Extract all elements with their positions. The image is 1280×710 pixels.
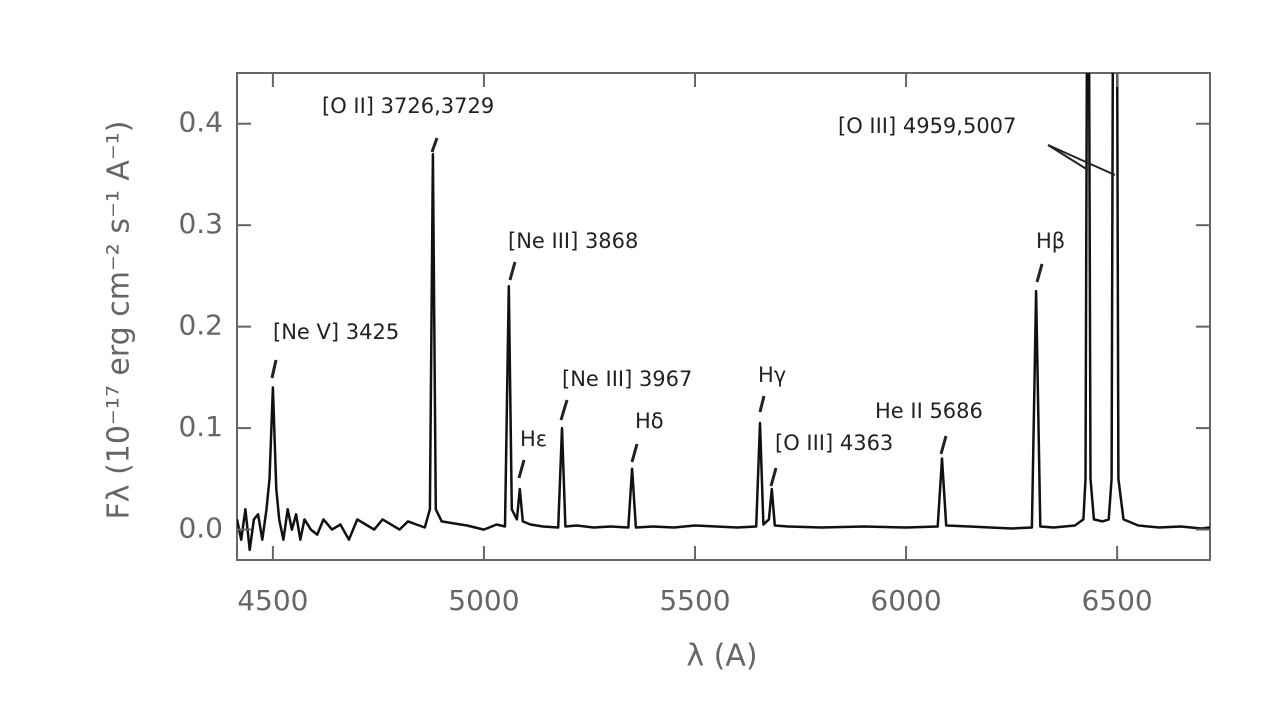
line-label: [Ne III] 3868 [508,229,638,253]
y-tick-label: 0.4 [178,106,223,139]
x-tick-label: 6000 [870,584,941,617]
plot-frame [236,72,1211,561]
label-leader [1047,144,1089,171]
y-tick-label: 0.1 [178,410,223,443]
line-label: Hε [520,427,547,451]
line-label: [O III] 4959,5007 [838,114,1016,138]
line-label: Hβ [1036,229,1065,253]
label-leader [758,395,766,413]
line-label: [Ne V] 3425 [273,320,399,344]
line-label: He II 5686 [875,399,983,423]
x-tick-label: 5000 [448,584,519,617]
x-tick-label: 6500 [1081,584,1152,617]
label-leader [559,399,569,421]
y-tick-label: 0.3 [178,207,223,240]
label-leader [630,443,639,463]
y-tick-label: 0.2 [178,309,223,342]
label-leader [270,359,278,379]
line-label: [Ne III] 3967 [562,367,692,391]
y-tick-label: 0.0 [178,512,223,545]
spectrum-line [237,73,1210,552]
y-axis-label: Fλ (10⁻¹⁷ erg cm⁻² s⁻¹ A⁻¹) [102,121,137,520]
line-label: Hγ [758,363,786,387]
label-leader [517,459,526,479]
label-leader [508,261,517,281]
x-tick-label: 5500 [659,584,730,617]
label-leader [769,467,778,487]
line-label: [O III] 4363 [775,431,893,455]
line-label: [O II] 3726,3729 [322,94,494,118]
x-axis-label: λ (A) [686,639,757,674]
label-leader [430,137,439,153]
x-tick-label: 4500 [237,584,308,617]
plot-area [237,73,1210,552]
label-leader [1047,144,1116,176]
label-leader [1035,263,1044,283]
line-label: Hδ [635,409,664,433]
label-leader [939,435,948,455]
